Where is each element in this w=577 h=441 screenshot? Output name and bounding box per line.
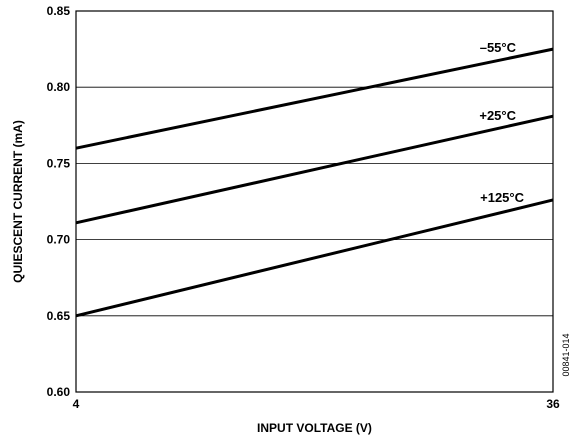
y-tick-label: 0.70	[47, 233, 71, 247]
y-tick-labels: 0.60 0.65 0.70 0.75 0.80 0.85	[47, 4, 71, 399]
grid-lines	[76, 86, 553, 317]
series-line	[75, 114, 554, 225]
series-labels: –55°C +25°C +125°C	[479, 40, 524, 205]
x-tick-labels: 4 36	[73, 397, 560, 411]
y-tick-label: 0.85	[47, 4, 71, 18]
series-line	[75, 198, 554, 318]
series-layer	[75, 47, 554, 318]
series-line	[75, 47, 554, 150]
y-axis-title: QUIESCENT CURRENT (mA)	[11, 120, 25, 283]
figure-code: 00841-014	[561, 333, 571, 376]
y-tick-label: 0.75	[47, 156, 71, 170]
y-tick-label: 0.65	[47, 309, 71, 323]
series-label: +125°C	[480, 190, 524, 205]
y-tick-label: 0.60	[47, 385, 71, 399]
x-axis-title: INPUT VOLTAGE (V)	[257, 421, 372, 435]
x-tick-label: 36	[546, 397, 560, 411]
x-tick-label: 4	[73, 397, 80, 411]
series-label: –55°C	[480, 40, 517, 55]
series-label: +25°C	[479, 108, 516, 123]
y-tick-label: 0.80	[47, 80, 71, 94]
